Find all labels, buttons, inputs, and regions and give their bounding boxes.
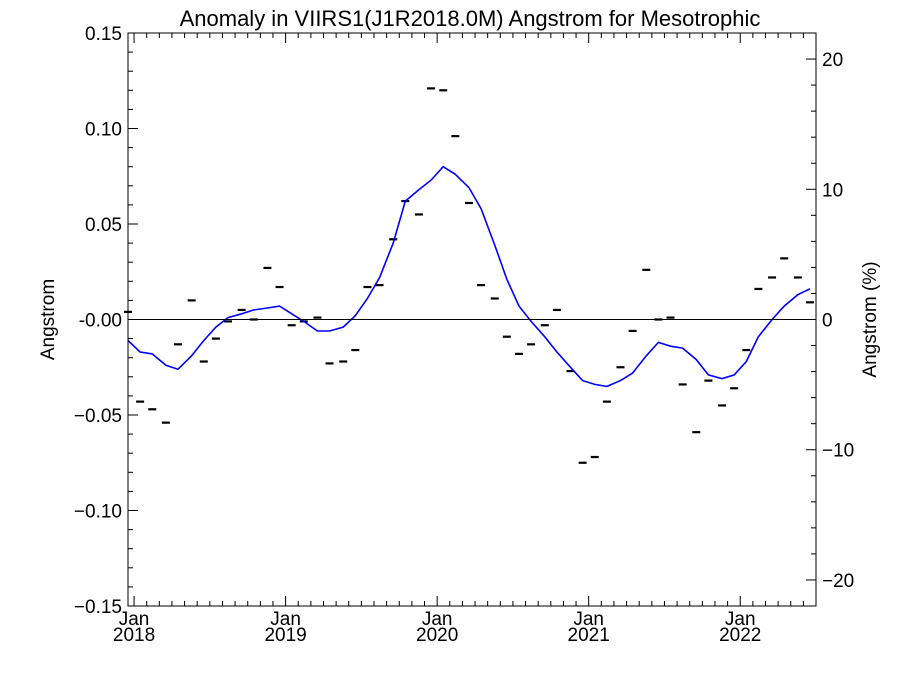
x-tick-year: 2021 [568, 625, 610, 646]
left-axis: 0.15 0.10 0.05 -0.00 −0.05 −0.10 −0.15 [74, 24, 138, 618]
y-tick-label: −0.05 [74, 406, 122, 427]
y-tick-label: −0.10 [74, 502, 122, 523]
x-tick-year: 2022 [719, 625, 761, 646]
y-tick-label: 0.05 [85, 215, 122, 236]
x-tick-month: Jan [119, 609, 150, 630]
y2-tick-label: −20 [822, 571, 854, 592]
chart-title: Anomaly in VIIRS1(J1R2018.0M) Angstrom f… [180, 6, 761, 31]
x-tick-month: Jan [725, 609, 756, 630]
x-tick-month: Jan [422, 609, 453, 630]
smoothed-line [127, 165, 811, 388]
y2-tick-label: 0 [822, 311, 833, 332]
smoothed-line-layer [127, 165, 811, 388]
y-tick-label: -0.00 [79, 311, 122, 332]
y-axis-label: Angstrom [38, 279, 59, 360]
x-tick-year: 2018 [113, 625, 155, 646]
y2-tick-label: −10 [822, 441, 854, 462]
y-tick-label: −0.15 [74, 597, 122, 618]
anomaly-marks [124, 87, 814, 464]
y2-tick-label: 20 [822, 50, 843, 71]
y-tick-label: 0.15 [85, 24, 122, 45]
x-tick-year: 2019 [264, 625, 306, 646]
right-axis: 20 10 0 −10 −20 [806, 50, 854, 592]
x-tick-month: Jan [270, 609, 301, 630]
y2-tick-label: 10 [822, 180, 843, 201]
y-tick-label: 0.10 [85, 120, 122, 141]
x-tick-month: Jan [573, 609, 604, 630]
x-tick-year: 2020 [416, 625, 458, 646]
y2-axis-label: Angstrom (%) [860, 261, 881, 377]
